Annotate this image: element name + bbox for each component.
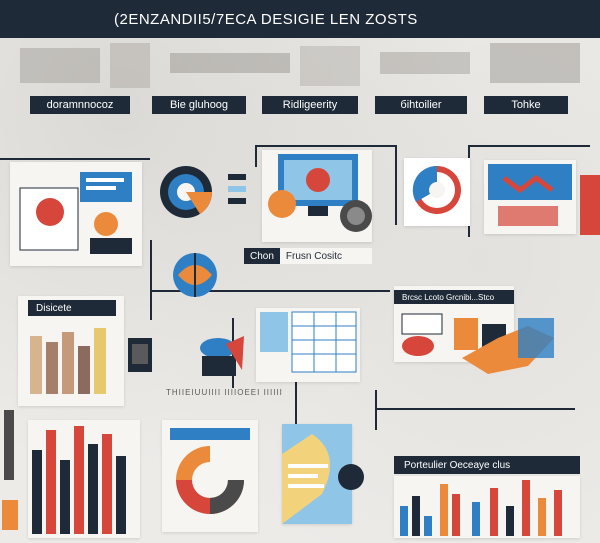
bottom-right-label-text: Porteulier Oeceaye clus — [404, 459, 511, 471]
bar-chart-icon — [30, 328, 106, 394]
prediction-label: Brcsc Lcoto Grcnibi...Stco — [394, 290, 514, 304]
person-icon — [200, 336, 244, 376]
machinery-background-icon — [20, 43, 580, 88]
frush-label: Frusn Cositc — [285, 250, 343, 262]
bar-chart-icon — [32, 426, 126, 534]
globe-icon — [173, 253, 217, 297]
donut-panel — [150, 154, 254, 240]
side-tag-icon — [580, 175, 600, 235]
discete-panel: Disicete — [18, 296, 124, 406]
device-icon — [128, 338, 152, 372]
tab-tohke[interactable]: Tohke — [484, 96, 568, 114]
thumbnail-caption: THIIEIUUIIII IIIIOEEI IIIIII — [166, 388, 283, 397]
bottom-right-label: Porteulier Oeceaye clus — [394, 456, 580, 474]
ring-chart-panel — [162, 420, 258, 532]
tool-icon — [2, 410, 18, 530]
tab-label: Ridligeerity — [282, 99, 338, 111]
connector-line — [375, 408, 575, 410]
frush-prefix: Chon — [244, 248, 280, 264]
tab-ridligeerity[interactable]: Ridligeerity — [262, 96, 358, 114]
bar-chart-icon — [400, 480, 562, 536]
hand-icon — [462, 318, 554, 374]
connector-line — [150, 240, 152, 320]
title-bar: (2ENZANDII5/7ECA DESIGIE LEN ZOSTS — [0, 0, 600, 38]
discete-label-text: Disicete — [36, 302, 72, 314]
tab-doramnnocoz[interactable]: doramnnocoz — [30, 96, 130, 114]
table-icon — [260, 311, 357, 373]
person-head-icon — [338, 464, 364, 490]
folder-icon — [488, 164, 572, 226]
folder-panel — [484, 160, 576, 234]
connector-line — [295, 370, 297, 450]
pie-panel — [404, 158, 470, 226]
monitor-icon — [268, 154, 372, 232]
table-panel — [256, 308, 360, 382]
pie-chart-icon — [412, 165, 461, 214]
tab-label: Tohke — [511, 99, 541, 111]
discete-label: Disicete — [28, 300, 116, 316]
column-chart-panel — [394, 476, 580, 538]
document-icon — [19, 172, 132, 254]
tab-label: бihtoilier — [400, 99, 442, 111]
connector-line — [395, 145, 397, 225]
donut-chart-icon — [160, 166, 246, 218]
tab-bihtoilier[interactable]: бihtoilier — [375, 96, 467, 114]
frush-label-box: Chon Frusn Cositc — [244, 248, 372, 264]
tab-bie-gluhoog[interactable]: Bie gluhoog — [152, 96, 246, 114]
page-title: (2ENZANDII5/7ECA DESIGIE LEN ZOSTS — [114, 10, 418, 28]
bar-chart-panel — [28, 420, 140, 538]
ring-chart-icon — [170, 428, 250, 514]
connector-line — [255, 145, 397, 167]
prediction-label-text: Brcsc Lcoto Grcnibi...Stco — [402, 292, 495, 302]
report-illustration-panel — [10, 162, 142, 266]
connector-line — [150, 290, 390, 292]
tab-label: doramnnocoz — [46, 99, 114, 111]
connector-line — [375, 390, 377, 430]
connector-line — [0, 158, 150, 160]
monitor-panel — [262, 150, 372, 242]
tab-label: Bie gluhoog — [169, 99, 229, 111]
cart-icon — [401, 313, 506, 356]
